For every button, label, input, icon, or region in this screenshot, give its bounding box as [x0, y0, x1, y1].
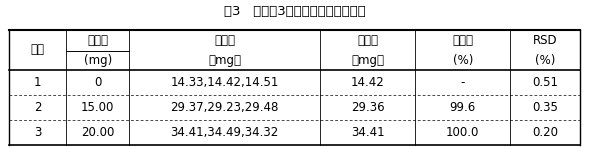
Text: 20.00: 20.00 [81, 126, 114, 139]
Text: 100.0: 100.0 [446, 126, 479, 139]
Text: (mg): (mg) [84, 54, 112, 67]
Text: (%): (%) [535, 54, 555, 67]
Text: 0.51: 0.51 [532, 76, 558, 89]
Text: 99.6: 99.6 [449, 101, 476, 114]
Text: RSD: RSD [533, 34, 558, 47]
Text: 测定值: 测定值 [214, 34, 235, 47]
Text: 加标量: 加标量 [87, 34, 108, 47]
Text: 0.35: 0.35 [532, 101, 558, 114]
Text: 29.37,29.23,29.48: 29.37,29.23,29.48 [170, 101, 279, 114]
Text: 0: 0 [94, 76, 101, 89]
Text: 表3   实施卙3样品分析结果及精密度: 表3 实施卙3样品分析结果及精密度 [224, 5, 365, 18]
Text: 3: 3 [34, 126, 41, 139]
Text: （mg）: （mg） [351, 54, 384, 67]
Text: 平均值: 平均值 [357, 34, 378, 47]
Text: 0.20: 0.20 [532, 126, 558, 139]
Text: 2: 2 [34, 101, 41, 114]
Text: 编号: 编号 [31, 43, 44, 56]
Text: 15.00: 15.00 [81, 101, 114, 114]
Text: （mg）: （mg） [208, 54, 241, 67]
Text: -: - [461, 76, 465, 89]
Text: 34.41: 34.41 [350, 126, 384, 139]
Text: 34.41,34.49,34.32: 34.41,34.49,34.32 [171, 126, 279, 139]
Text: 14.33,14.42,14.51: 14.33,14.42,14.51 [170, 76, 279, 89]
Text: 14.42: 14.42 [350, 76, 385, 89]
Text: 29.36: 29.36 [350, 101, 384, 114]
Text: 1: 1 [34, 76, 41, 89]
Text: 回收率: 回收率 [452, 34, 473, 47]
Text: (%): (%) [452, 54, 473, 67]
